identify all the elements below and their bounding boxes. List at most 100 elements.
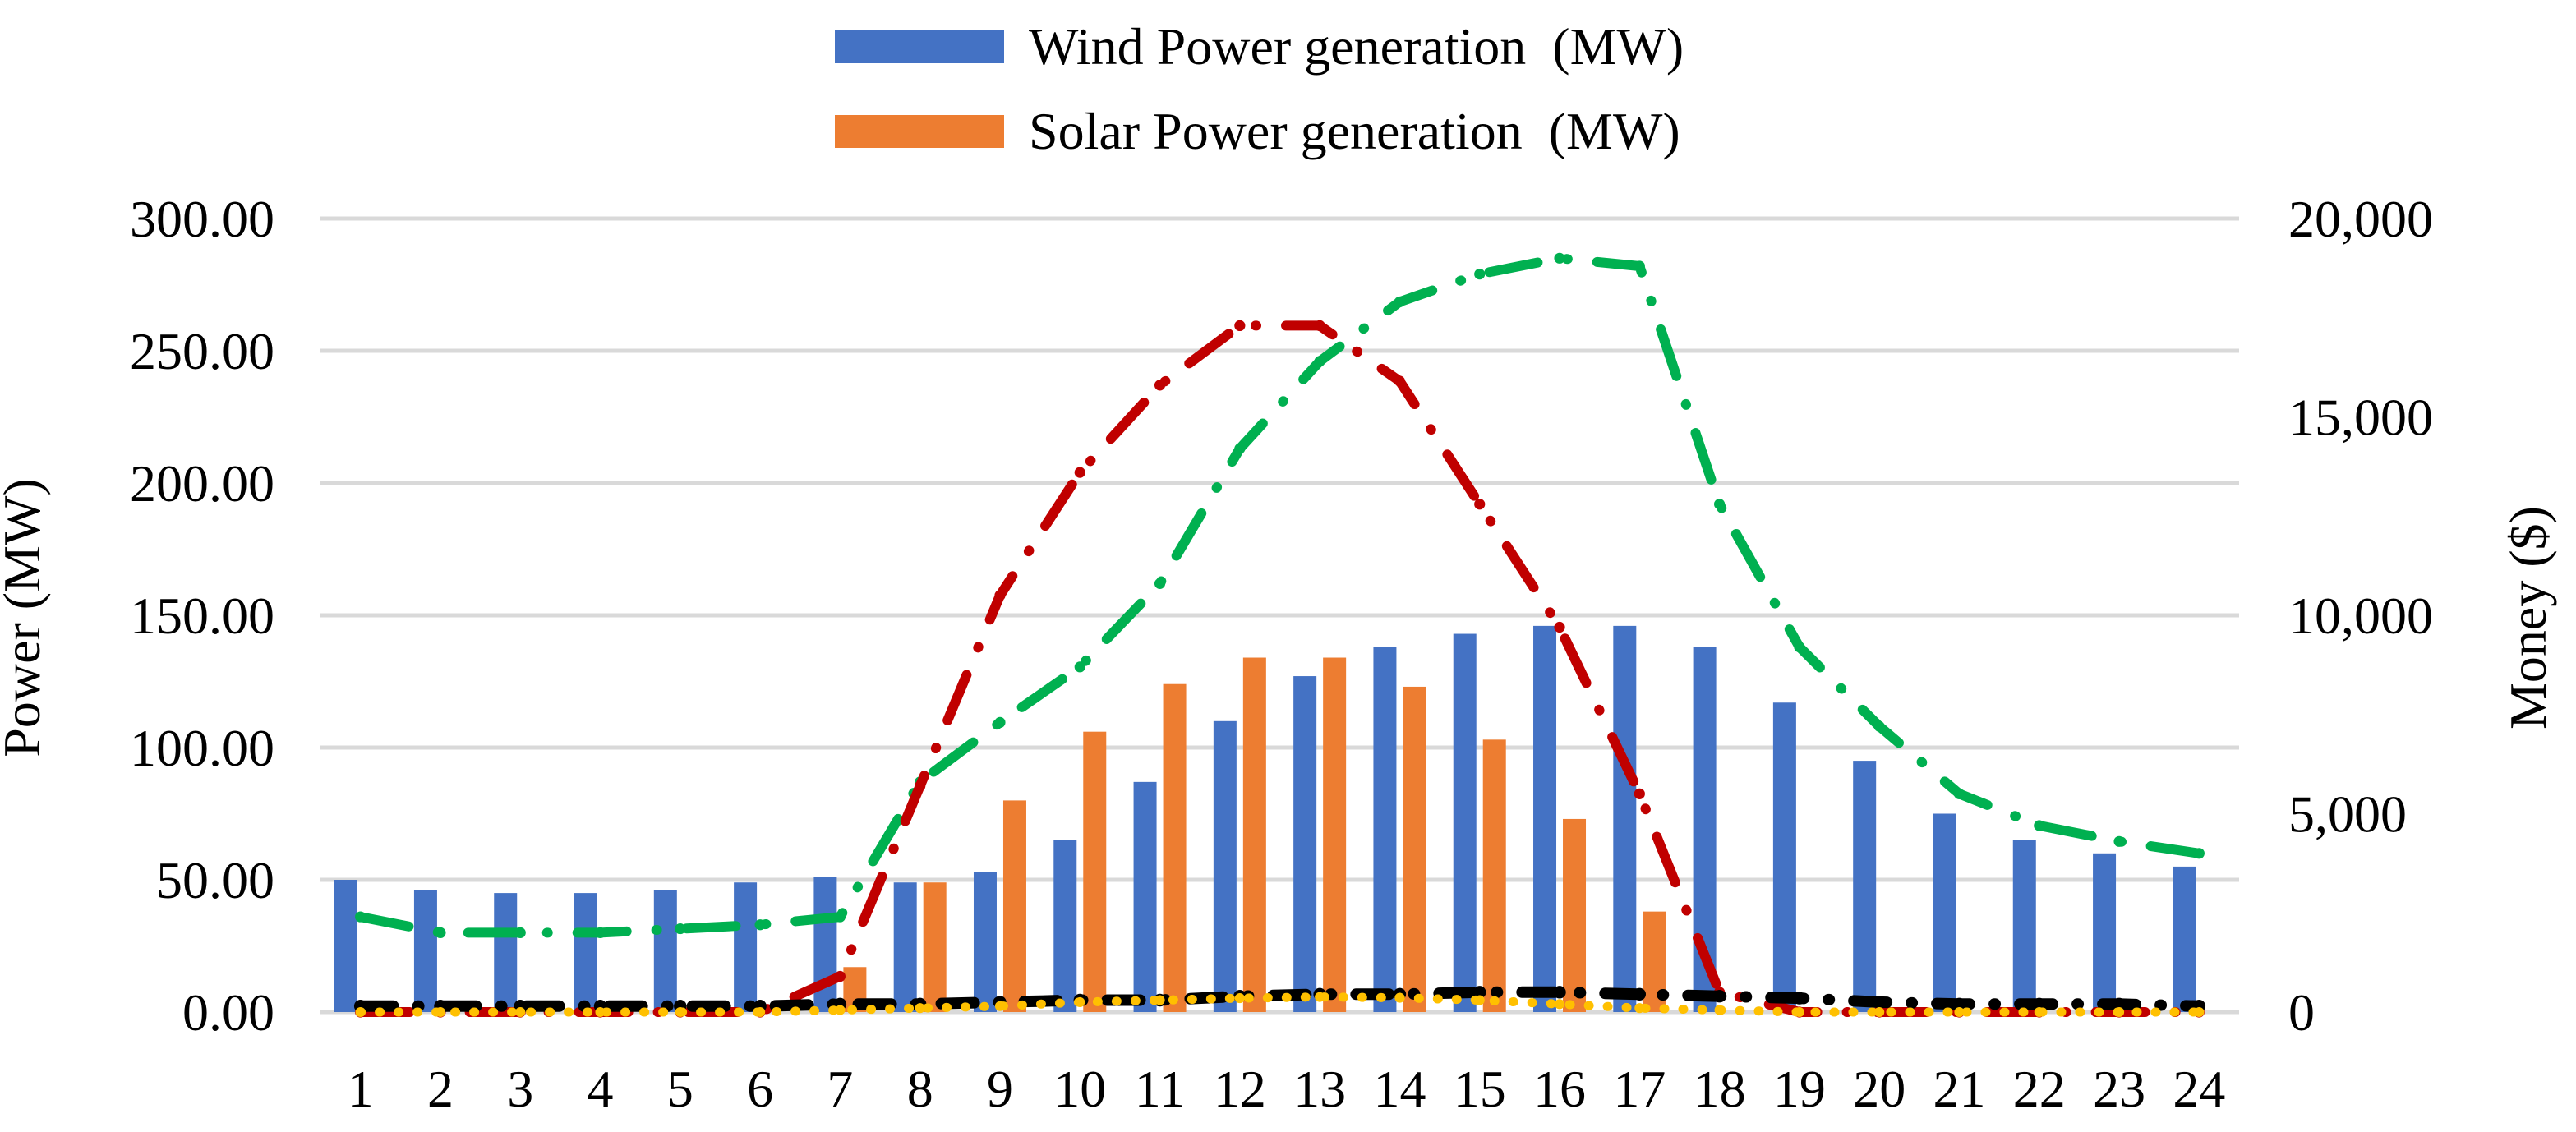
point-yellow-dotted-24: [2194, 1006, 2205, 1018]
point-black-dash-dot-15: [1473, 986, 1486, 999]
x-tick-label-21: 21: [1933, 1060, 1985, 1118]
point-yellow-dotted-12: [1234, 993, 1245, 1004]
right-tick-label-0: 0: [2288, 983, 2315, 1042]
x-tick-label-2: 2: [427, 1060, 454, 1118]
wind-bar-24: [2173, 866, 2196, 1012]
wind-bar-23: [2093, 853, 2117, 1012]
point-green-dash-dot-20: [1873, 720, 1885, 732]
line-yellow-dotted: [356, 992, 2204, 1017]
point-yellow-dotted-6: [755, 1006, 766, 1018]
point-yellow-dotted-18: [1714, 1005, 1725, 1015]
point-yellow-dotted-13: [1315, 992, 1325, 1002]
point-green-dash-dot-15: [1474, 269, 1486, 280]
point-green-dash-dot-21: [1953, 788, 1965, 799]
point-green-dash-dot-23: [2113, 835, 2125, 847]
point-yellow-dotted-3: [515, 1006, 526, 1018]
point-green-dash-dot-5: [675, 923, 686, 935]
left-tick-label-0: 0.00: [182, 983, 274, 1042]
point-yellow-dotted-8: [915, 1003, 925, 1014]
x-tick-label-18: 18: [1694, 1060, 1746, 1118]
point-green-dash-dot-3: [514, 927, 526, 938]
point-green-dash-dot-16: [1554, 252, 1565, 264]
point-green-dash-dot-18: [1714, 499, 1726, 510]
x-tick-label-15: 15: [1454, 1060, 1506, 1118]
wind-bar-4: [574, 893, 597, 1012]
point-green-dash-dot-12: [1234, 443, 1246, 454]
point-green-dash-dot-24: [2193, 848, 2205, 859]
point-yellow-dotted-11: [1154, 995, 1165, 1005]
left-tick-label-1: 50.00: [156, 851, 274, 909]
point-yellow-dotted-22: [2034, 1006, 2044, 1018]
point-yellow-dotted-2: [435, 1006, 445, 1018]
solar-bar-8: [923, 882, 947, 1012]
point-red-dash-dot-11: [1154, 380, 1166, 391]
point-green-dash-dot-11: [1154, 578, 1166, 589]
wind-bar-3: [494, 893, 518, 1012]
wind-bar-6: [734, 882, 758, 1012]
wind-bar-9: [973, 872, 997, 1012]
point-yellow-dotted-1: [355, 1006, 366, 1018]
point-yellow-dotted-9: [994, 1001, 1006, 1011]
point-yellow-dotted-19: [1794, 1006, 1804, 1018]
x-tick-label-10: 10: [1053, 1060, 1106, 1118]
right-axis-tick-labels: 0 5,000 10,000 15,000 20,000: [2288, 190, 2433, 1042]
point-green-dash-dot-10: [1074, 661, 1085, 673]
legend-swatch-wind: [835, 30, 1004, 63]
wind-bar-13: [1293, 676, 1317, 1012]
solar-bar-11: [1163, 683, 1187, 1012]
x-tick-label-9: 9: [987, 1060, 1013, 1118]
bar-series: [334, 625, 2196, 1012]
x-tick-label-6: 6: [747, 1060, 773, 1118]
line-series: [353, 252, 2206, 1018]
x-tick-label-13: 13: [1293, 1060, 1346, 1118]
x-tick-label-23: 23: [2093, 1060, 2145, 1118]
wind-bar-22: [2012, 840, 2036, 1012]
left-tick-label-5: 250.00: [130, 322, 274, 380]
solar-bar-16: [1563, 818, 1587, 1012]
point-green-dash-dot-22: [2034, 820, 2045, 831]
point-red-dash-dot-10: [1074, 467, 1085, 478]
point-red-dash-dot-9: [994, 590, 1006, 601]
point-black-dash-dot-21: [1952, 997, 1966, 1011]
point-black-dash-dot-17: [1633, 987, 1647, 1001]
x-tick-label-20: 20: [1853, 1060, 1906, 1118]
point-green-dash-dot-19: [1794, 642, 1805, 653]
point-red-dash-dot-8: [915, 780, 926, 792]
point-black-dash-dot-19: [1793, 992, 1806, 1005]
point-yellow-dotted-20: [1874, 1006, 1885, 1018]
legend-swatch-solar: [835, 115, 1004, 148]
point-black-dash-dot-22: [2033, 997, 2046, 1011]
x-tick-label-1: 1: [348, 1060, 374, 1118]
point-black-dash-dot-20: [1873, 996, 1886, 1009]
legend-label-solar: Solar Power generation (MW): [1029, 102, 1680, 160]
point-green-dash-dot-7: [834, 911, 846, 923]
point-yellow-dotted-21: [1954, 1006, 1965, 1018]
solar-bar-10: [1083, 731, 1107, 1012]
point-red-dash-dot-17: [1634, 788, 1645, 799]
solar-bar-12: [1242, 657, 1266, 1012]
left-tick-label-6: 300.00: [130, 190, 274, 248]
point-yellow-dotted-4: [595, 1006, 606, 1018]
x-tick-label-5: 5: [667, 1060, 694, 1118]
right-tick-label-3: 15,000: [2288, 389, 2433, 447]
x-tick-label-24: 24: [2173, 1060, 2225, 1118]
right-axis-title: Money ($): [2499, 506, 2557, 729]
solar-bar-15: [1482, 739, 1506, 1012]
point-green-dash-dot-9: [994, 716, 1006, 729]
point-red-dash-dot-16: [1554, 621, 1565, 633]
point-yellow-dotted-7: [835, 1005, 846, 1015]
point-yellow-dotted-23: [2114, 1006, 2125, 1018]
wind-bar-15: [1453, 633, 1477, 1012]
point-green-dash-dot-2: [435, 927, 446, 938]
point-red-dash-dot-7: [834, 970, 846, 982]
point-green-dash-dot-17: [1634, 260, 1645, 272]
wind-bar-21: [1933, 813, 1956, 1012]
point-red-dash-dot-13: [1314, 320, 1325, 332]
point-yellow-dotted-5: [675, 1006, 685, 1018]
right-tick-label-2: 10,000: [2288, 587, 2433, 645]
left-axis-tick-labels: 0.00 50.00 100.00 150.00 200.00 250.00 300.00: [130, 190, 274, 1042]
point-red-dash-dot-12: [1234, 320, 1246, 332]
left-axis-title: Power (MW): [0, 478, 51, 757]
line-red-dash-dot: [355, 320, 2205, 1017]
